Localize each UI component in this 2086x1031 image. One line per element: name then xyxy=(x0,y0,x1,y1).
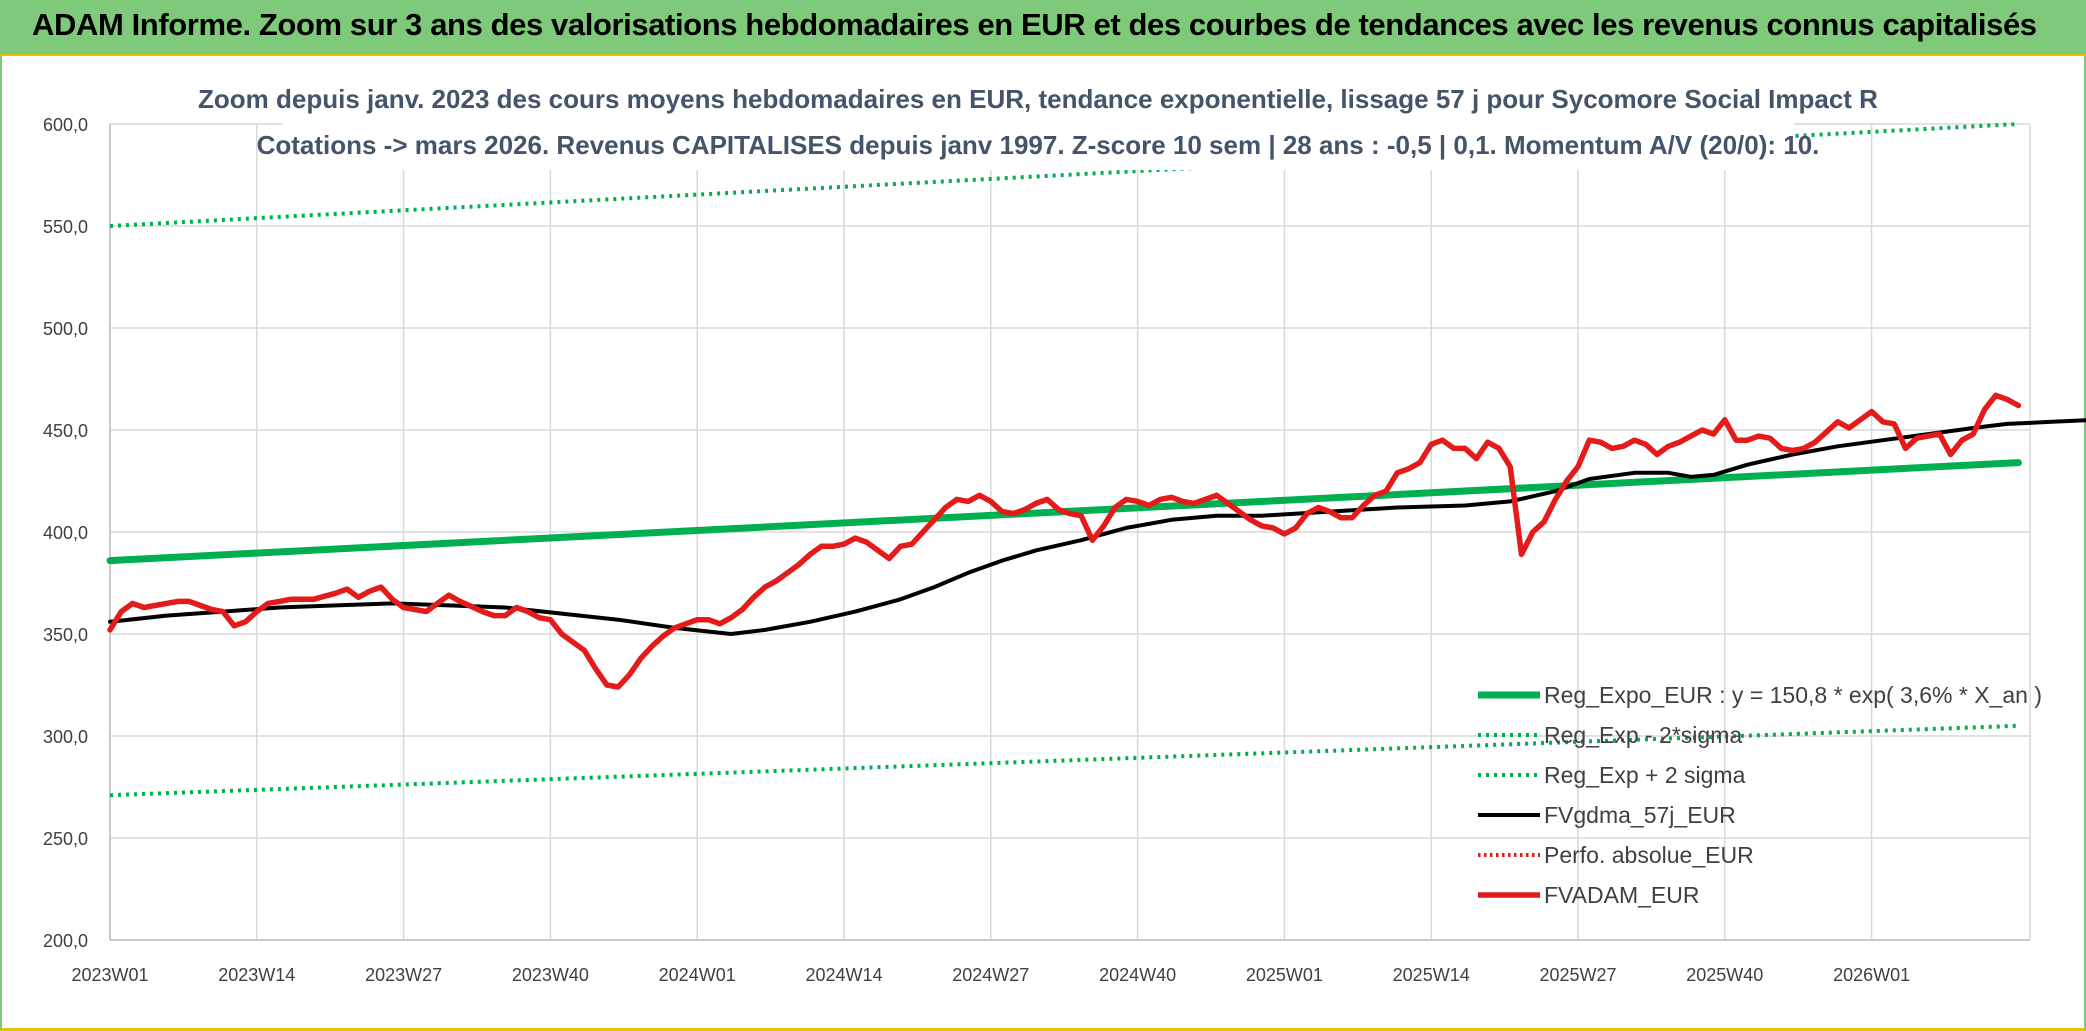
x-tick-label: 2025W40 xyxy=(1686,965,1763,985)
series-line-1 xyxy=(109,723,2019,798)
x-tick-label: 2024W40 xyxy=(1099,965,1176,985)
legend-label: Reg_Exp + 2 sigma xyxy=(1544,762,1746,788)
y-tick-label: 250,0 xyxy=(43,829,88,849)
title-backdrop xyxy=(282,80,1794,170)
y-tick-label: 500,0 xyxy=(43,319,88,339)
y-tick-label: 550,0 xyxy=(43,217,88,237)
report-title: ADAM Informe. Zoom sur 3 ans des valoris… xyxy=(32,7,2037,42)
y-tick-label: 350,0 xyxy=(43,625,88,645)
y-tick-label: 450,0 xyxy=(43,421,88,441)
x-tick-label: 2024W27 xyxy=(952,965,1029,985)
chart-frame xyxy=(0,56,2086,1031)
x-tick-label: 2024W14 xyxy=(805,965,882,985)
y-tick-label: 300,0 xyxy=(43,727,88,747)
legend-label: Perfo. absolue_EUR xyxy=(1544,842,1754,868)
x-axis-ticks: 2023W01 2023W14 2023W27 2023W40 2024W01 2024W… xyxy=(71,965,1910,985)
chart-title-line1: Zoom depuis janv. 2023 des cours moyens … xyxy=(198,84,1878,114)
legend-label: FVADAM_EUR xyxy=(1544,882,1700,908)
report-banner: ADAM Informe. Zoom sur 3 ans des valoris… xyxy=(0,0,2086,56)
series-line-5 xyxy=(107,392,2022,690)
y-tick-label: 600,0 xyxy=(43,115,88,135)
legend-label: FVgdma_57j_EUR xyxy=(1544,802,1736,828)
x-tick-label: 2025W27 xyxy=(1539,965,1616,985)
gridlines xyxy=(109,123,2031,941)
y-axis-ticks: 600,0 550,0 500,0 450,0 400,0 350,0 300,0 250,0… xyxy=(43,115,88,951)
chart-legend: Reg_Expo_EUR : y = 150,8 * exp( 3,6% * X… xyxy=(1478,682,2042,908)
x-tick-label: 2023W40 xyxy=(512,965,589,985)
x-tick-label: 2023W01 xyxy=(71,965,148,985)
y-tick-label: 400,0 xyxy=(43,523,88,543)
x-tick-label: 2025W01 xyxy=(1246,965,1323,985)
x-tick-label: 2026W01 xyxy=(1833,965,1910,985)
y-tick-label: 200,0 xyxy=(43,931,88,951)
x-tick-label: 2023W27 xyxy=(365,965,442,985)
legend-label: Reg_Exp - 2*sigma xyxy=(1544,722,1742,748)
x-tick-label: 2025W14 xyxy=(1393,965,1470,985)
legend-label: Reg_Expo_EUR : y = 150,8 * exp( 3,6% * X… xyxy=(1544,682,2042,708)
x-tick-label: 2023W14 xyxy=(218,965,295,985)
chart-title-line2: Cotations -> mars 2026. Revenus CAPITALI… xyxy=(257,130,1820,160)
x-tick-label: 2024W01 xyxy=(659,965,736,985)
